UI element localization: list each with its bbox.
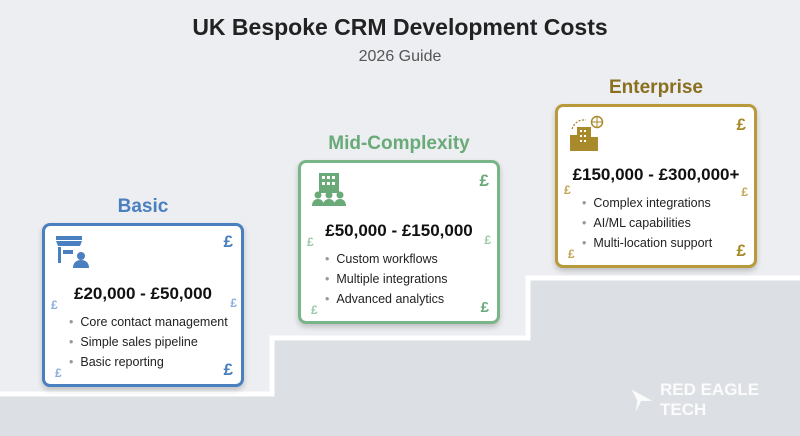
pound-icon: £ — [736, 115, 746, 134]
tier-card-mid: £50,000 - £150,000 Custom workflowsMulti… — [298, 160, 500, 324]
tier-title-mid: Mid-Complexity — [328, 133, 470, 154]
feature-item: Basic reporting — [69, 352, 228, 372]
logo-text: RED EAGLE TECH — [659, 380, 760, 419]
pound-icon: £ — [55, 366, 62, 380]
feature-item: Multiple integrations — [325, 269, 447, 289]
pound-icon: £ — [479, 171, 489, 190]
pound-icon: £ — [484, 233, 491, 247]
feature-list: Complex integrationsAI/ML capabilitiesMu… — [582, 193, 712, 253]
feature-item: Advanced analytics — [325, 289, 448, 309]
tier-card-basic: £20,000 - £50,000 Core contact managemen… — [42, 223, 244, 387]
office-team-icon — [312, 173, 346, 206]
pound-icon: £ — [51, 298, 58, 312]
tier-title-basic: Basic — [117, 196, 169, 217]
feature-item: Core contact management — [69, 312, 227, 332]
pound-icon: £ — [223, 360, 233, 379]
page-subtitle: 2026 Guide — [358, 48, 442, 65]
building-globe-icon — [570, 115, 604, 151]
tier-title-enterprise: Enterprise — [609, 77, 703, 98]
page-title: UK Bespoke CRM Development Costs — [192, 14, 608, 40]
pound-icon: £ — [736, 241, 746, 260]
feature-list: Custom workflowsMultiple integrationsAdv… — [325, 249, 448, 309]
feature-item: Complex integrations — [582, 193, 712, 213]
feature-item: AI/ML capabilities — [582, 213, 712, 233]
price-range: £20,000 - £50,000 — [73, 284, 212, 303]
feature-item: Custom workflows — [325, 249, 448, 269]
feature-item: Multi-location support — [582, 233, 712, 253]
pound-icon: £ — [230, 296, 237, 310]
storefront-user-icon — [56, 236, 89, 268]
pound-icon: £ — [307, 235, 314, 249]
tier-card-enterprise: £150,000 - £300,000+ Complex integration… — [555, 104, 757, 268]
price-range: £50,000 - £150,000 — [325, 221, 473, 240]
pound-icon: £ — [480, 299, 489, 316]
eagle-icon — [631, 389, 653, 413]
price-range: £150,000 - £300,000+ — [572, 165, 740, 184]
pound-icon: £ — [568, 247, 575, 261]
feature-list: Core contact managementSimple sales pipe… — [69, 312, 228, 372]
pound-icon: £ — [741, 185, 748, 199]
feature-item: Simple sales pipeline — [69, 332, 228, 352]
company-logo: RED EAGLE TECH — [630, 380, 800, 420]
pound-icon: £ — [311, 303, 318, 317]
pound-icon: £ — [564, 183, 571, 197]
pound-icon: £ — [223, 232, 233, 251]
